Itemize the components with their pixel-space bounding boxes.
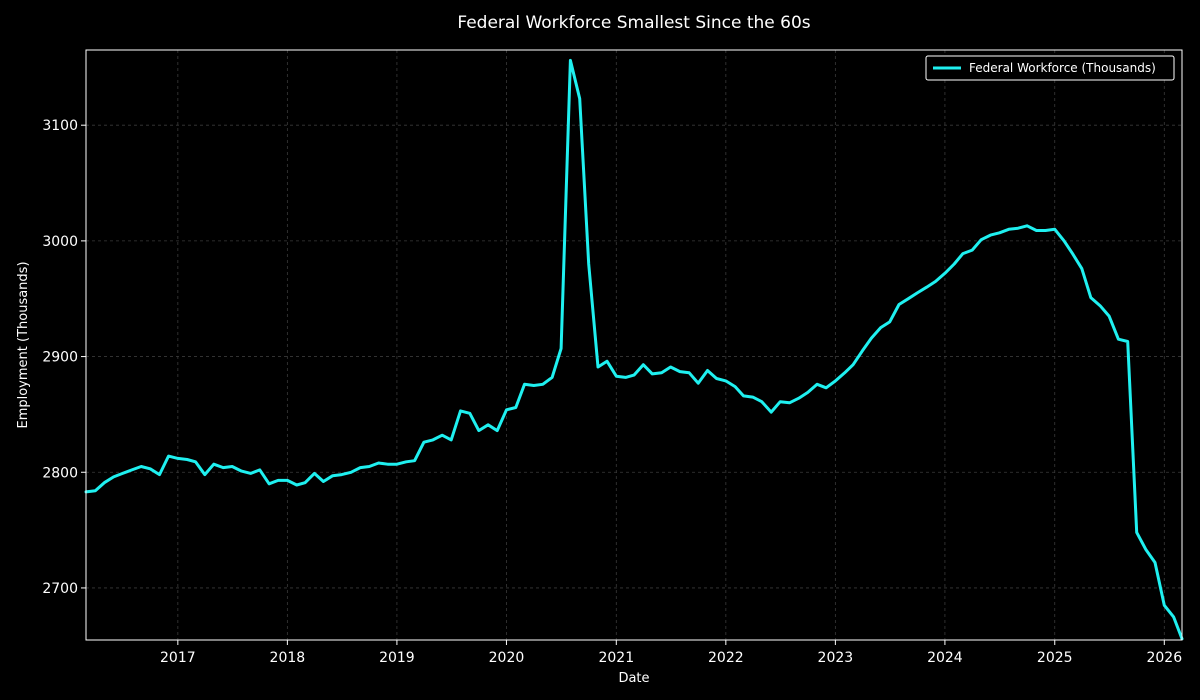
y-tick-label: 2800 bbox=[42, 465, 78, 481]
x-tick-label: 2021 bbox=[598, 650, 634, 666]
plot-frame bbox=[85, 49, 1183, 641]
gridlines bbox=[86, 50, 1182, 640]
series-line bbox=[84, 58, 1184, 641]
y-tick-label: 2700 bbox=[42, 581, 78, 597]
legend: Federal Workforce (Thousands) bbox=[925, 55, 1175, 81]
legend-label: Federal Workforce (Thousands) bbox=[969, 61, 1156, 75]
y-tick-label: 2900 bbox=[42, 350, 78, 366]
x-tick-label: 2023 bbox=[818, 650, 854, 666]
x-tick-label: 2020 bbox=[489, 650, 525, 666]
x-tick-label: 2017 bbox=[160, 650, 196, 666]
x-tick-label: 2026 bbox=[1146, 650, 1182, 666]
y-tick-label: 3000 bbox=[42, 234, 78, 250]
x-tick-label: 2024 bbox=[927, 650, 963, 666]
y-tick-label: 3100 bbox=[42, 118, 78, 134]
x-tick-label: 2025 bbox=[1037, 650, 1073, 666]
y-axis-label: Employment (Thousands) bbox=[16, 261, 31, 428]
series-layer bbox=[84, 58, 1184, 641]
axes: 2700 2800 2900 3000 3100 2017 2018 2019 2020 2021… bbox=[42, 118, 1182, 666]
chart-title: Federal Workforce Smallest Since the 60s bbox=[457, 13, 810, 33]
legend-box bbox=[925, 55, 1175, 81]
x-tick-label: 2022 bbox=[708, 650, 744, 666]
x-tick-label: 2018 bbox=[270, 650, 306, 666]
x-tick-label: 2019 bbox=[379, 650, 415, 666]
x-axis-label: Date bbox=[618, 671, 649, 686]
